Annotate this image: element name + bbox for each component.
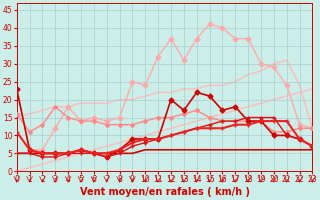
X-axis label: Vent moyen/en rafales ( km/h ): Vent moyen/en rafales ( km/h )	[80, 187, 250, 197]
